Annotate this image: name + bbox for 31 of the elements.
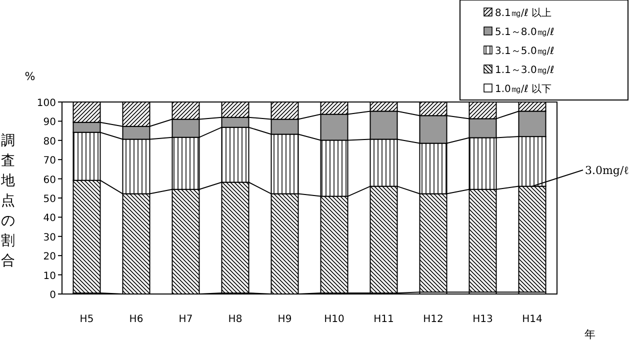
y-tick-label: 100 <box>36 98 56 109</box>
x-tick-label: H10 <box>324 314 344 325</box>
y-tick-label: 70 <box>43 156 56 167</box>
x-tick-label: H8 <box>228 314 242 325</box>
y-tick-label: 50 <box>43 194 56 205</box>
y-tick-label: 80 <box>43 136 56 148</box>
y-tick-label: 0 <box>50 290 56 301</box>
y-tick-label: 10 <box>43 270 56 282</box>
y-tick-label: 20 <box>43 252 56 263</box>
x-axis-title: 年 <box>584 328 596 341</box>
x-tick-label: H9 <box>278 314 292 325</box>
y-axis-title: 調査地点の割合 <box>0 133 15 269</box>
x-tick-label: H7 <box>178 314 193 325</box>
y-tick-label: 60 <box>43 174 56 186</box>
x-tick-label: H5 <box>80 314 94 325</box>
note-leader: 3.0mg/ℓ <box>532 164 629 187</box>
legend-label: 1.0㎎/ℓ 以下 <box>495 83 552 95</box>
x-tick-label: H14 <box>522 314 542 325</box>
y-tick-label: 40 <box>43 213 56 224</box>
x-tick-label: H12 <box>423 314 444 325</box>
y-tick-label: 90 <box>43 117 56 128</box>
legend-label: 8.1㎎/ℓ 以上 <box>495 7 552 19</box>
y-tick-label: 30 <box>43 232 56 244</box>
legend-label: 3.1～5.0㎎/ℓ <box>495 46 554 57</box>
x-tick-label: H6 <box>129 314 144 325</box>
legend-label: 5.1～8.0㎎/ℓ <box>495 27 554 38</box>
text: % <box>24 70 36 83</box>
x-tick-label: H13 <box>472 314 493 325</box>
annotation: 3.0mg/ℓ <box>585 164 629 177</box>
x-tick-label: H11 <box>374 314 394 325</box>
legend-label: 1.1～3.0㎎/ℓ <box>495 65 554 76</box>
